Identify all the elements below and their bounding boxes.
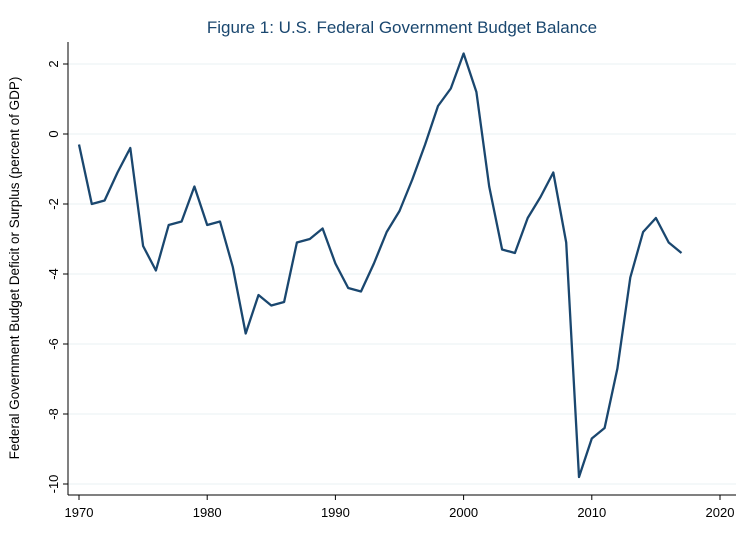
y-axis-label: Federal Government Budget Deficit or Sur… [7,77,22,460]
y-tick-label: -8 [46,408,61,420]
x-tick-label: 2020 [706,505,735,520]
x-tick-label: 2000 [449,505,478,520]
chart-title: Figure 1: U.S. Federal Government Budget… [207,18,597,37]
x-tick-label: 2010 [577,505,606,520]
y-tick-label: 2 [46,60,61,67]
y-tick-label: -2 [46,198,61,210]
x-tick-label: 1970 [65,505,94,520]
y-tick-label: -10 [46,475,61,494]
x-tick-label: 1990 [321,505,350,520]
y-tick-label: -4 [46,268,61,280]
budget-balance-line [77,52,683,479]
y-tick-label: -6 [46,338,61,350]
y-tick-label: 0 [46,130,61,137]
x-tick-label: 1980 [193,505,222,520]
